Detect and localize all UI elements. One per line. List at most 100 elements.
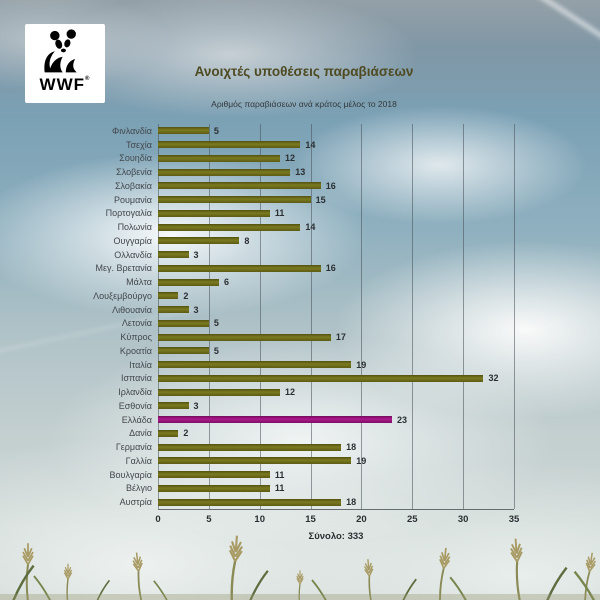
bar <box>158 429 179 437</box>
bar-row: Τσεχία 14 <box>0 138 600 152</box>
bar-row: Λετονία 5 <box>0 317 600 331</box>
bar-row: Ρουμανία 15 <box>0 193 600 207</box>
category-label: Γερμανία <box>115 442 152 453</box>
gridline <box>514 124 515 509</box>
category-label: Δανία <box>129 428 152 439</box>
bar-row: Εσθονία 3 <box>0 399 600 413</box>
bar-row: Κύπρος 17 <box>0 330 600 344</box>
bar <box>158 498 342 506</box>
wwf-logo: WWF® <box>25 24 105 103</box>
gridline <box>208 124 210 509</box>
value-label: 8 <box>244 235 250 246</box>
chart-subtitle: Αριθμός παραβιάσεων ανά κράτος μέλος το … <box>211 99 397 109</box>
bar <box>158 278 220 286</box>
x-tick-label: 20 <box>356 514 367 525</box>
bar-row: Βουλγαρία 11 <box>0 468 600 482</box>
gridline <box>259 124 261 509</box>
bar-highlight <box>158 416 392 424</box>
value-label: 18 <box>346 497 357 508</box>
bar-row: Γαλλία 19 <box>0 454 600 468</box>
category-label: Ισπανία <box>120 373 152 384</box>
chart-title: Ανοιχτές υποθέσεις παραβιάσεων <box>194 64 414 79</box>
x-tick-label: 5 <box>206 514 212 525</box>
bar <box>158 319 209 327</box>
x-tick-label: 30 <box>457 514 469 525</box>
bar <box>158 333 331 341</box>
bar <box>158 154 281 162</box>
value-label: 6 <box>224 277 230 288</box>
category-label: Πολωνία <box>117 222 152 233</box>
bar <box>158 347 209 355</box>
bar-row: Πορτογαλία 11 <box>0 207 600 221</box>
category-label: Βουλγαρία <box>109 469 152 480</box>
value-label: 11 <box>274 208 285 219</box>
value-label: 14 <box>305 222 316 233</box>
bar <box>158 374 484 382</box>
value-label: 2 <box>183 428 189 439</box>
bar-row: Κροατία 5 <box>0 344 600 358</box>
bar <box>158 471 270 479</box>
value-label: 23 <box>396 414 407 425</box>
bar-row: Σλοβακία 16 <box>0 179 600 193</box>
gridline <box>412 124 414 509</box>
value-label: 19 <box>356 455 367 466</box>
wwf-wordmark: WWF® <box>39 75 91 94</box>
bar-row: Γερμανία 18 <box>0 440 600 454</box>
gridline <box>310 124 312 509</box>
category-label: Σλοβενία <box>116 167 152 178</box>
category-label: Τσεχία <box>125 139 152 150</box>
bar-row: Ολλανδία 3 <box>0 248 600 262</box>
category-label: Εσθονία <box>118 400 152 411</box>
bar <box>158 127 209 135</box>
bar-row: Ουγγαρία 8 <box>0 234 600 248</box>
bar <box>158 484 270 492</box>
bar-row: Ιρλανδία 12 <box>0 385 600 399</box>
value-label: 3 <box>193 400 199 411</box>
bar <box>158 443 342 451</box>
value-label: 2 <box>183 290 189 301</box>
bar-row: Λιθουανία 3 <box>0 303 600 317</box>
value-label: 16 <box>325 180 336 191</box>
value-label: 15 <box>315 194 326 205</box>
gridline <box>463 124 465 509</box>
value-label: 5 <box>213 125 219 136</box>
category-label: Αυστρία <box>119 497 152 508</box>
x-tick-label: 0 <box>155 514 161 525</box>
bar-row: Μάλτα 6 <box>0 275 600 289</box>
gridline <box>158 124 159 509</box>
bar <box>158 237 240 245</box>
gridlines <box>158 124 515 510</box>
value-label: 12 <box>285 153 296 164</box>
category-label: Γαλλία <box>125 455 152 466</box>
bar <box>158 168 291 176</box>
panda-icon <box>44 29 77 73</box>
bar-row: Φινλανδία 5 <box>0 124 600 138</box>
x-tick-label: 15 <box>305 514 316 525</box>
category-label: Πορτογαλία <box>105 208 152 219</box>
bar-row: Ελλάδα 23 <box>0 413 600 427</box>
bar <box>158 306 189 314</box>
category-label: Κροατία <box>119 345 152 356</box>
category-label: Ιταλία <box>129 359 152 370</box>
value-label: 19 <box>356 359 367 370</box>
value-label: 32 <box>488 373 499 384</box>
value-label: 18 <box>346 442 357 453</box>
bar <box>158 141 301 149</box>
bar-row: Σουηδία 12 <box>0 152 600 166</box>
bar-row: Βέλγιο 11 <box>0 482 600 496</box>
value-label: 13 <box>295 167 306 178</box>
value-label: 12 <box>285 387 296 398</box>
category-label: Σουηδία <box>119 153 152 164</box>
value-label: 16 <box>325 263 336 274</box>
bar <box>158 402 189 410</box>
category-label: Λετονία <box>121 318 152 329</box>
wheat-field-decoration <box>0 534 600 600</box>
value-label: 17 <box>335 332 346 343</box>
category-label: Λουξεμβούργο <box>93 290 152 301</box>
bar-row: Αυστρία 18 <box>0 495 600 509</box>
value-label: 11 <box>274 483 285 494</box>
bar-row: Μεγ. Βρετανία 16 <box>0 262 600 276</box>
bar-row: Δανία 2 <box>0 427 600 441</box>
category-label: Ελλάδα <box>121 414 152 425</box>
